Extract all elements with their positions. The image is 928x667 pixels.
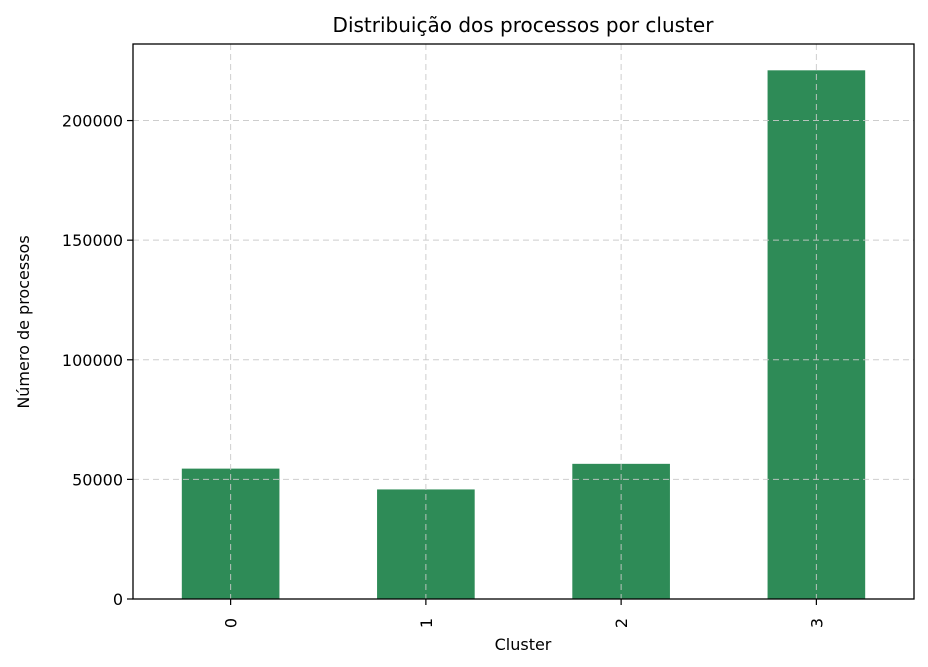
x-tick-label: 0: [222, 618, 241, 628]
y-axis-title: Número de processos: [14, 235, 33, 408]
y-tick-label: 150000: [62, 231, 123, 250]
x-tick-label: 1: [417, 618, 436, 628]
x-tick-label: 2: [612, 618, 631, 628]
ticks: 0 50000 100000 150000 200000 0 1 2 3: [62, 112, 826, 629]
chart-title: Distribuição dos processos por cluster: [333, 13, 715, 37]
y-tick-label: 100000: [62, 351, 123, 370]
x-axis-title: Cluster: [495, 635, 552, 654]
y-tick-label: 0: [113, 590, 123, 609]
x-tick-label: 3: [807, 618, 826, 628]
y-tick-label: 50000: [72, 470, 123, 489]
bars: [181, 70, 866, 600]
grid: [133, 44, 914, 599]
y-tick-label: 200000: [62, 112, 123, 131]
plot-frame: [132, 43, 915, 600]
